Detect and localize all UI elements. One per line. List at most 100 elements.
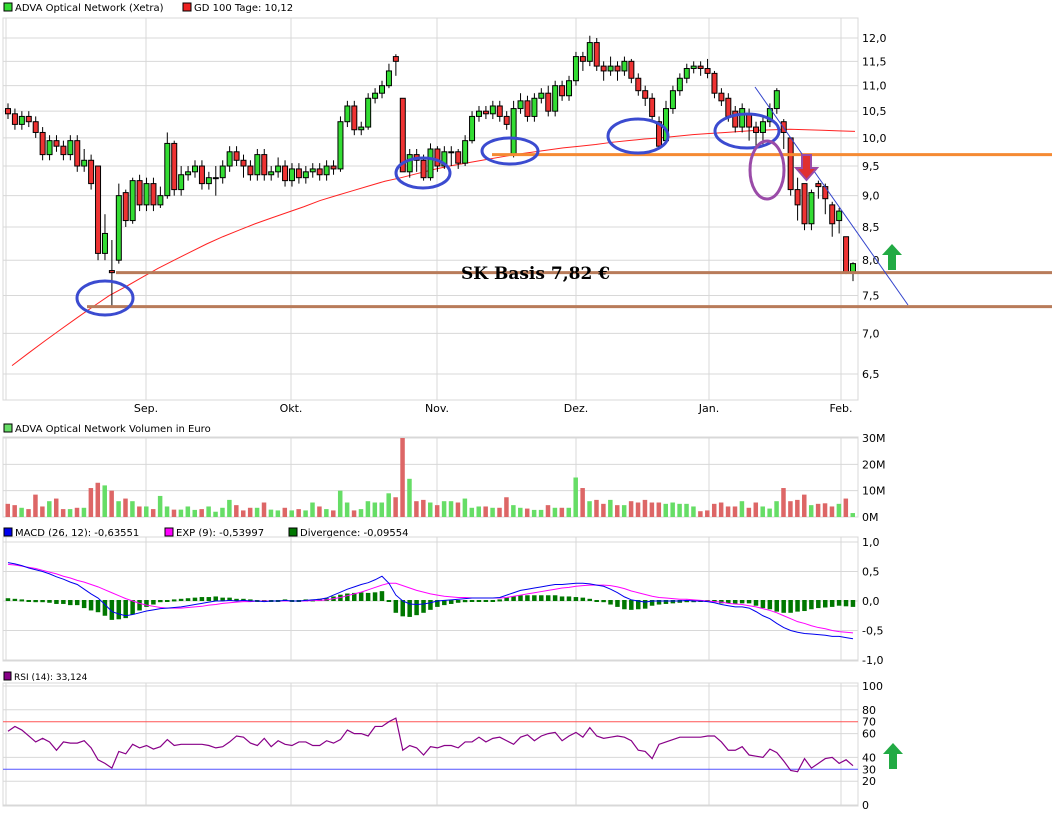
divergence-bar: [109, 600, 115, 620]
candle: [261, 148, 268, 181]
volume-bar: [220, 507, 225, 517]
divergence-bar: [753, 600, 759, 606]
candle-body: [517, 100, 524, 110]
volume-bar: [566, 507, 572, 517]
volume-bar: [469, 507, 475, 517]
volume-axis-tick-label: 10M: [862, 485, 886, 498]
candle: [794, 177, 801, 221]
candle-body: [697, 65, 704, 70]
candle-body: [836, 210, 843, 222]
volume-axis-tick-label: 20M: [862, 458, 886, 471]
volume-bar: [254, 507, 260, 517]
candle-body: [559, 85, 566, 97]
candle: [205, 171, 212, 190]
divergence-bar: [767, 600, 773, 610]
candle-body: [5, 108, 11, 115]
divergence-bar: [19, 599, 25, 602]
divergence-bar: [88, 600, 94, 611]
exp-line: [7, 563, 854, 634]
volume-bar: [455, 502, 461, 517]
candle-body: [829, 204, 836, 225]
candle: [448, 146, 455, 167]
divergence-bar: [137, 600, 142, 611]
candle: [178, 166, 185, 196]
candle: [365, 93, 372, 130]
volume-bar: [400, 438, 405, 517]
price-axis-tick-label: 10,0: [862, 132, 887, 145]
candle-body: [455, 151, 462, 164]
legend-volume-label: ADVA Optical Network Volumen in Euro: [15, 424, 211, 435]
volume-bar: [635, 502, 641, 517]
highlight-ellipse: [394, 156, 452, 190]
candle-body: [219, 165, 226, 179]
rsi-axis-tick-label: 80: [862, 704, 876, 717]
volume-bar: [649, 502, 655, 517]
price-axis-tick-label: 6,5: [862, 368, 880, 381]
candle: [192, 160, 199, 178]
divergence-bar: [220, 597, 225, 601]
divergence-bar: [365, 592, 371, 601]
volume-bar: [732, 506, 738, 517]
divergence-bar: [372, 592, 378, 601]
divergence-bar: [421, 600, 426, 613]
candle: [766, 103, 773, 128]
divergence-bar: [601, 600, 606, 603]
divergence-bar: [559, 596, 565, 601]
price-axis-tick-label: 7,5: [862, 290, 880, 303]
candle-body: [198, 165, 205, 185]
candle-body: [212, 177, 219, 180]
volume-bar: [615, 505, 620, 517]
candle-body: [261, 154, 268, 176]
volume-bar: [739, 501, 745, 517]
volume-bar: [109, 490, 114, 517]
divergence-bar: [414, 600, 419, 616]
candle: [25, 111, 32, 128]
candle-body: [295, 168, 302, 179]
divergence-bar: [248, 599, 253, 602]
volume-bar: [524, 508, 530, 517]
candle-body: [316, 168, 323, 176]
candle-body: [593, 42, 600, 67]
candle: [157, 186, 164, 208]
volume-bar: [822, 503, 828, 517]
divergence-bar: [545, 595, 551, 601]
volume-bar: [310, 502, 315, 517]
volume-bar: [192, 509, 198, 517]
rsi-axis-tick-label: 30: [862, 763, 876, 776]
candle-body: [171, 142, 178, 191]
divergence-bar: [462, 600, 468, 603]
candle-body: [676, 77, 683, 92]
candle-body: [399, 97, 406, 173]
arrow-down-icon: [793, 154, 820, 182]
candle: [358, 121, 365, 136]
divergence-bar: [504, 597, 509, 601]
divergence-bar: [490, 600, 496, 602]
candle: [337, 116, 344, 172]
divergence-bar: [33, 600, 38, 603]
candle: [669, 85, 676, 114]
volume-bar: [130, 501, 135, 517]
candle-body: [441, 151, 448, 167]
panel-frame: [2, 17, 859, 401]
volume-bar: [850, 513, 855, 517]
candle: [295, 163, 302, 184]
volume-bar: [296, 509, 301, 517]
volume-bar: [448, 501, 454, 517]
highlight-ellipse-purple: [748, 139, 786, 201]
candle-body: [385, 70, 392, 87]
candle: [572, 51, 579, 86]
candle: [212, 166, 219, 196]
candle-body: [108, 270, 115, 274]
divergence-bar: [573, 597, 579, 601]
candle-body: [351, 105, 358, 131]
divergence-bar: [178, 598, 184, 601]
legend-swatch-macd: [3, 527, 13, 537]
divergence-bar: [448, 600, 454, 604]
divergence-bar: [435, 600, 440, 607]
candle: [5, 103, 11, 120]
candle: [773, 88, 780, 114]
candle: [510, 100, 517, 158]
volume-bar: [206, 506, 211, 517]
volume-bar: [642, 499, 648, 517]
